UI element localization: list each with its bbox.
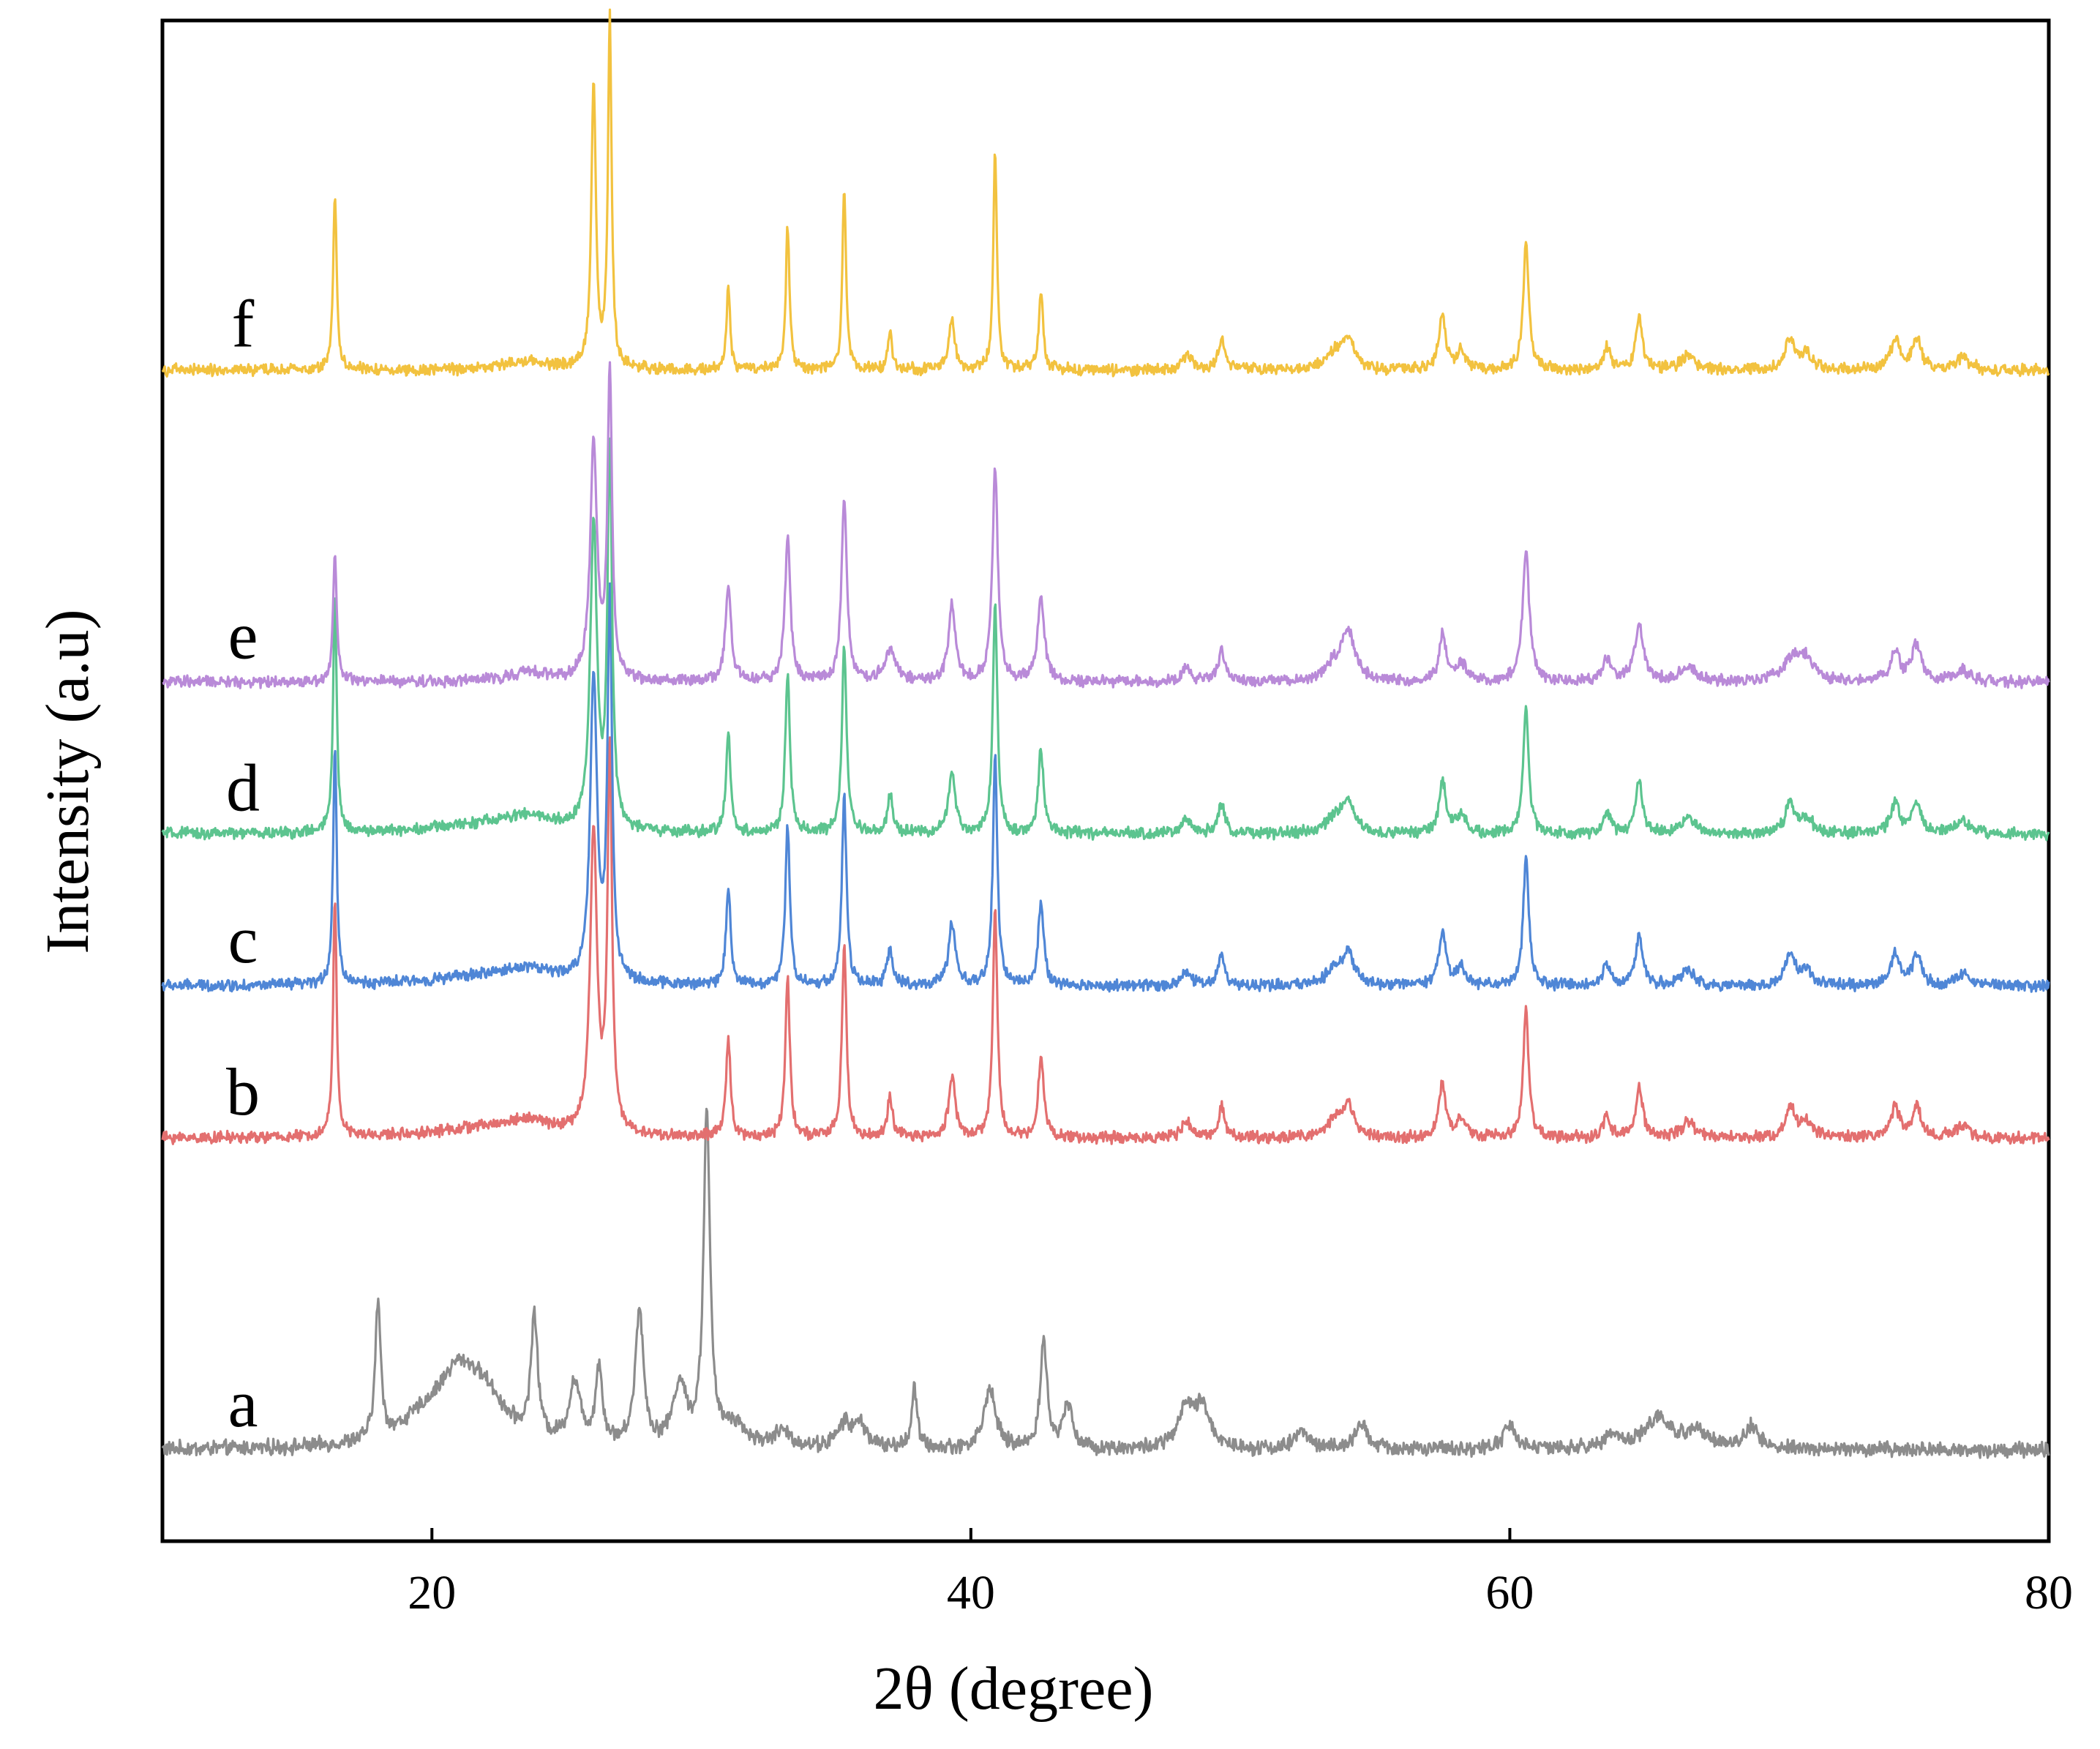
series-label-a: a	[228, 1366, 258, 1441]
series-label-f: f	[232, 287, 255, 362]
series-f-line	[161, 8, 2050, 378]
series-labels: a b c d e f	[226, 287, 260, 1441]
plot-frame	[160, 18, 2051, 1543]
series-b-line	[161, 736, 2050, 1145]
traces	[161, 8, 2050, 1459]
x-tick-label: 20	[408, 1566, 456, 1619]
series-label-b: b	[226, 1055, 260, 1129]
x-tick-label: 60	[1485, 1566, 1534, 1619]
series-label-c: c	[228, 902, 258, 977]
y-axis-title: Intensity (a.u)	[34, 609, 102, 954]
x-tick-label: 40	[947, 1566, 995, 1619]
series-label-e: e	[228, 599, 258, 673]
x-ticks: 20 40 60 80	[408, 1528, 2073, 1619]
series-d-line	[161, 437, 2050, 842]
x-tick-label: 80	[2025, 1566, 2073, 1619]
series-a-line	[161, 1107, 2050, 1459]
series-label-d: d	[226, 750, 260, 825]
series-c-line	[161, 582, 2050, 993]
x-axis-title: 2θ (degree)	[873, 1655, 1153, 1723]
series-e-line	[162, 361, 2050, 689]
